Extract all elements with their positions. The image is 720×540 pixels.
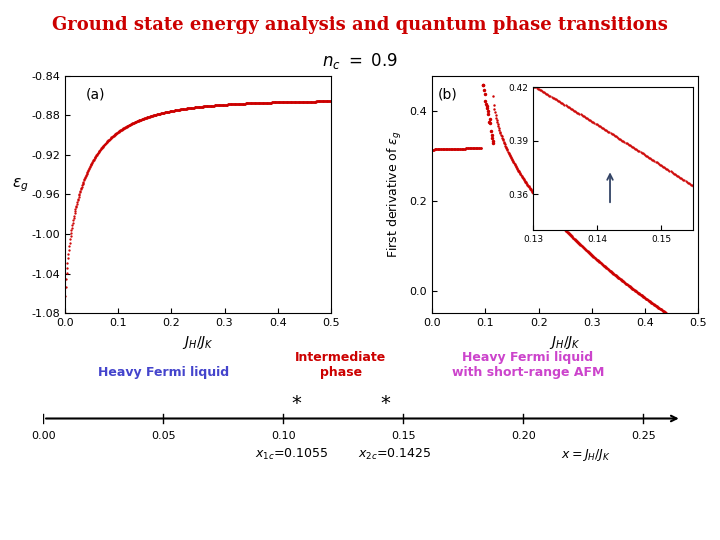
Text: 0.10: 0.10 — [271, 431, 295, 441]
Text: $n_c\ =\ 0.9$: $n_c\ =\ 0.9$ — [322, 51, 398, 71]
Text: 0.20: 0.20 — [510, 431, 536, 441]
Text: (b): (b) — [438, 87, 457, 102]
Text: *: * — [380, 394, 390, 413]
Text: Ground state energy analysis and quantum phase transitions: Ground state energy analysis and quantum… — [52, 16, 668, 34]
Text: (a): (a) — [86, 87, 106, 102]
Y-axis label: $\varepsilon_g$: $\varepsilon_g$ — [12, 177, 28, 194]
Text: $x=J_H/J_K$: $x=J_H/J_K$ — [561, 447, 611, 463]
Text: *: * — [292, 394, 302, 413]
Text: 0.15: 0.15 — [391, 431, 415, 441]
Text: 0.05: 0.05 — [151, 431, 176, 441]
Text: 0.00: 0.00 — [31, 431, 55, 441]
X-axis label: $J_H/J_K$: $J_H/J_K$ — [549, 334, 581, 350]
Text: 0.25: 0.25 — [631, 431, 656, 441]
Text: $x_{1c}$=0.1055: $x_{1c}$=0.1055 — [255, 447, 328, 462]
X-axis label: $J_H/J_K$: $J_H/J_K$ — [182, 334, 214, 350]
Text: Heavy Fermi liquid
with short-range AFM: Heavy Fermi liquid with short-range AFM — [452, 352, 604, 379]
Text: Intermediate
phase: Intermediate phase — [295, 352, 387, 379]
Text: Heavy Fermi liquid: Heavy Fermi liquid — [98, 366, 229, 379]
Text: $x_{2c}$=0.1425: $x_{2c}$=0.1425 — [358, 447, 431, 462]
Y-axis label: First derivative of $\varepsilon_g$: First derivative of $\varepsilon_g$ — [386, 131, 404, 258]
